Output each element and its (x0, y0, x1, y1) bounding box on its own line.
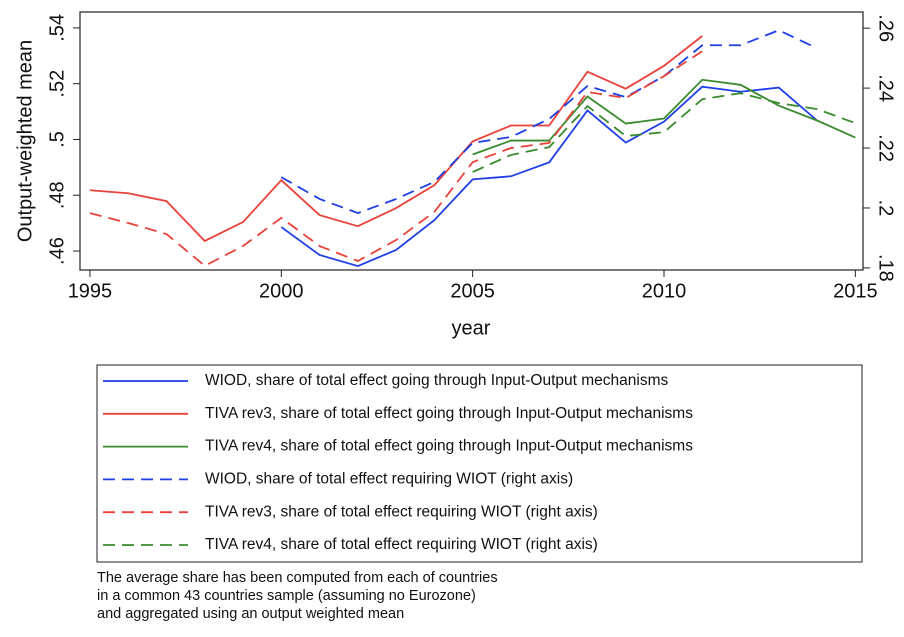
legend-label: WIOD, share of total effect requiring WI… (205, 470, 573, 487)
y2-tick-label: .18 (875, 254, 897, 282)
legend-label: TIVA rev3, share of total effect requiri… (205, 503, 598, 520)
y2-tick-label: .2 (875, 200, 897, 217)
note-line: and aggregated using an output weighted … (97, 606, 404, 622)
legend-label: TIVA rev4, share of total effect requiri… (205, 536, 598, 553)
x-tick-label: 2005 (450, 280, 495, 302)
series-line (280, 85, 818, 268)
y-tick-label: .46 (46, 237, 68, 265)
x-tick-label: 2015 (833, 280, 878, 302)
note-line: in a common 43 countries sample (assumin… (97, 588, 476, 604)
series-line (472, 78, 856, 156)
y-axis-label: Output-weighted mean (14, 40, 36, 242)
legend-frame (96, 364, 863, 563)
note-line: The average share has been computed from… (97, 570, 498, 586)
series-line (89, 50, 703, 267)
x-tick-label: 2010 (642, 280, 687, 302)
x-tick-label: 2000 (259, 280, 304, 302)
y2-tick-label: .22 (875, 134, 897, 162)
plot-frame (79, 11, 864, 271)
legend-label: TIVA rev4, share of total effect going t… (205, 438, 693, 455)
y-tick-label: .5 (46, 131, 68, 148)
y-tick-label: .52 (46, 70, 68, 98)
y2-tick-label: .24 (875, 74, 897, 102)
y2-tick-label: .26 (875, 14, 897, 42)
x-tick-label: 1995 (68, 280, 113, 302)
x-axis-label: year (452, 317, 491, 339)
legend-label: TIVA rev3, share of total effect going t… (205, 405, 693, 422)
series-line (280, 29, 818, 215)
y-tick-label: .48 (46, 181, 68, 209)
series-line (89, 35, 703, 243)
y-tick-label: .54 (46, 14, 68, 42)
legend-label: WIOD, share of total effect going throug… (205, 372, 668, 389)
series-line (472, 92, 856, 173)
